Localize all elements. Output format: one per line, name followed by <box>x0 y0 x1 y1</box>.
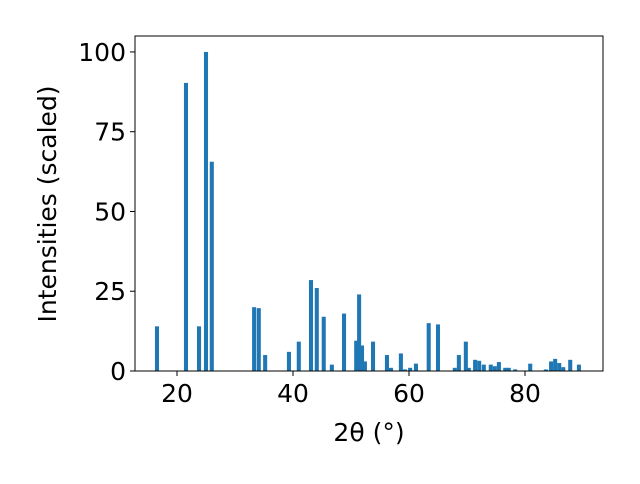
bar <box>561 367 566 371</box>
x-tick-label: 40 <box>277 379 309 408</box>
bar <box>557 363 562 371</box>
bar <box>314 288 319 371</box>
bar <box>321 316 326 371</box>
bar <box>154 326 160 371</box>
x-tick-label: 60 <box>393 379 425 408</box>
bar <box>408 367 413 371</box>
bar <box>496 362 501 371</box>
bar <box>426 323 431 371</box>
y-tick-label: 50 <box>94 197 126 226</box>
bar <box>203 51 209 371</box>
bar <box>492 366 497 371</box>
y-axis-label: Intensities (scaled) <box>33 85 62 322</box>
bar <box>473 359 478 371</box>
bar <box>342 313 347 371</box>
bar <box>452 367 457 371</box>
bar <box>568 359 573 371</box>
bar <box>398 353 403 371</box>
x-tick-label: 80 <box>509 379 541 408</box>
bar <box>481 364 486 371</box>
bar <box>388 367 394 371</box>
bar <box>209 161 214 371</box>
bar <box>357 294 362 371</box>
bar <box>252 307 257 371</box>
bar <box>528 363 533 371</box>
bar <box>402 369 407 371</box>
bar <box>263 355 268 371</box>
bar <box>456 355 461 371</box>
bar <box>354 340 359 371</box>
bar <box>359 345 365 371</box>
x-axis-label: 2θ (°) <box>333 418 404 447</box>
y-tick-label: 0 <box>110 357 126 386</box>
bar <box>329 364 334 371</box>
y-tick-label: 100 <box>78 38 126 67</box>
bar <box>503 367 508 371</box>
bar <box>296 341 301 371</box>
y-tick-label: 75 <box>94 118 126 147</box>
bar <box>286 351 291 371</box>
bar <box>384 355 389 371</box>
bar <box>197 326 202 371</box>
y-tick-label: 25 <box>94 277 126 306</box>
bar <box>466 367 471 371</box>
bar <box>513 369 518 371</box>
bar <box>256 308 261 371</box>
bar <box>543 369 548 371</box>
bar <box>183 82 189 372</box>
bar <box>553 358 558 371</box>
plot-frame <box>134 35 604 372</box>
bar <box>362 361 367 371</box>
x-tick-label: 20 <box>161 379 193 408</box>
bar <box>371 341 376 371</box>
bar <box>576 364 581 371</box>
bar <box>413 363 418 371</box>
bar <box>488 364 493 371</box>
bar <box>549 361 554 371</box>
bar <box>435 324 441 371</box>
bar <box>477 360 482 371</box>
bar <box>463 341 468 371</box>
bar <box>506 367 511 371</box>
bar <box>308 280 314 371</box>
